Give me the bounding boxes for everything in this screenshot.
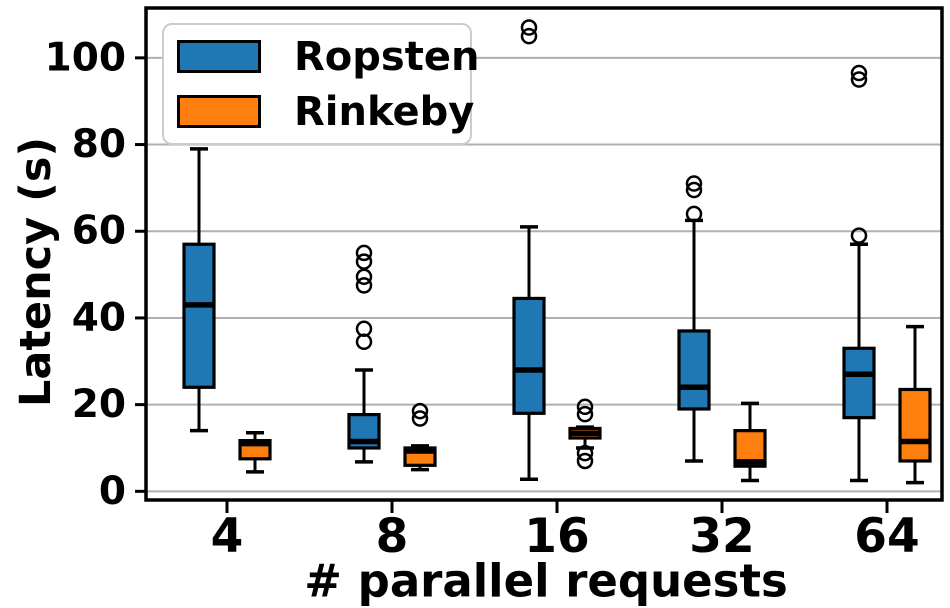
outlier-point [576,452,594,470]
legend-entry-ropsten: Ropsten [177,37,479,77]
x-tick-label: 32 [689,509,754,564]
x-axis-label: # parallel requests [304,554,788,608]
y-tick-label: 100 [45,35,126,80]
outlier-point [850,64,868,82]
outlier-point [685,205,703,223]
outlier-point [850,71,868,88]
outlier-point [411,402,429,420]
outlier-point [411,410,429,427]
legend-swatch-ropsten [177,40,261,73]
y-tick-label: 20 [72,382,126,427]
outlier-point [685,175,703,192]
outlier-point [850,227,868,244]
outlier-point [520,19,538,36]
x-tick-label: 8 [376,509,409,564]
outlier-point [576,405,594,423]
y-axis-label: Latency (s) [11,136,61,408]
box-ropsten-64 [842,346,876,420]
y-tick-label: 40 [72,295,126,340]
box-ropsten-16 [512,296,546,415]
box-rinkeby-64 [898,387,932,463]
plot-border [144,6,944,502]
box-ropsten-32 [677,329,711,411]
legend-label-ropsten: Ropsten [294,33,480,80]
outlier-point [576,444,594,462]
outlier-point [355,268,373,286]
outlier-point [576,398,594,416]
y-tick-label: 0 [99,469,126,514]
y-tick-label: 80 [72,122,126,167]
box-ropsten-4 [182,242,216,389]
legend: Ropsten Rinkeby [162,23,479,145]
legend-entry-rinkeby: Rinkeby [177,92,474,132]
x-tick-label: 4 [211,509,244,564]
x-tick-label: 16 [524,509,589,564]
legend-swatch-rinkeby [177,95,261,128]
outlier-point [355,253,373,270]
outlier-point [685,181,703,199]
outlier-point [355,320,373,338]
legend-label-rinkeby: Rinkeby [294,88,475,135]
x-tick-label: 64 [854,509,919,564]
y-tick-label: 60 [72,209,126,254]
outlier-point [355,277,373,294]
outlier-point [520,27,538,45]
outlier-point [355,244,373,262]
